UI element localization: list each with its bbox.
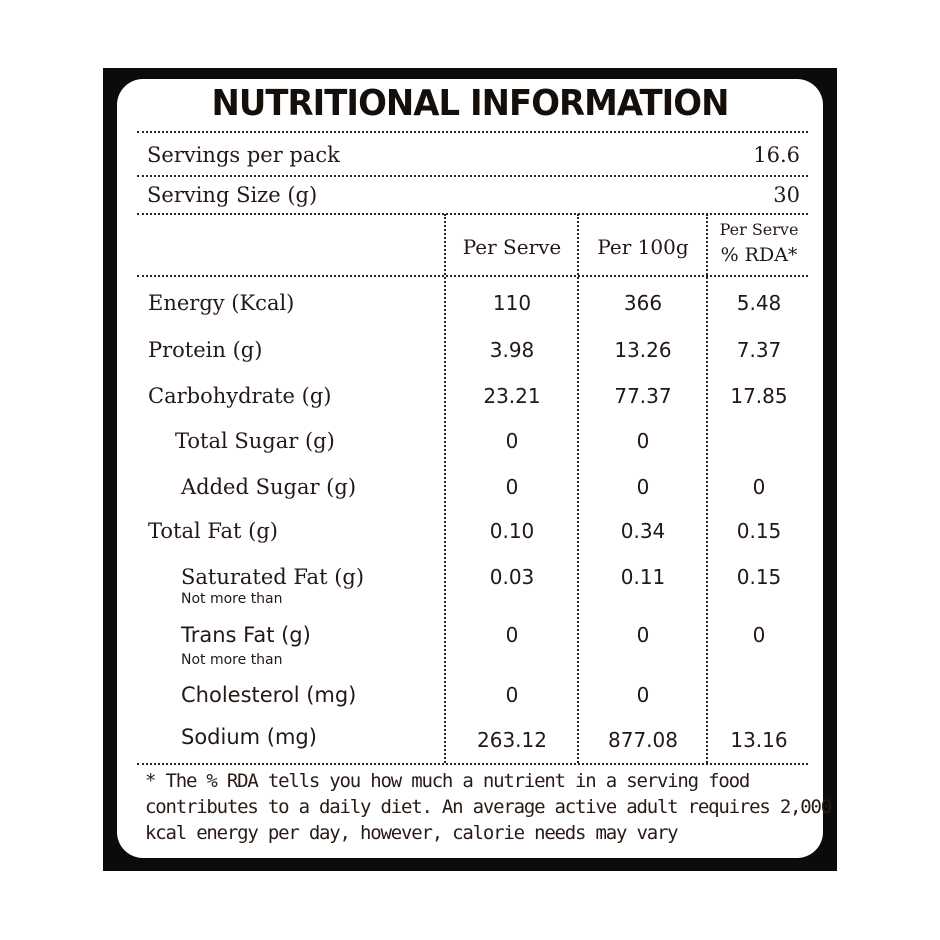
panel-title: NUTRITIONAL INFORMATION [211,83,729,124]
cell-protein-rda: 7.37 [736,338,782,362]
rda-footnote: * The % RDA tells you how much a nutrien… [145,768,832,846]
column-divider-3 [706,214,708,763]
row-label-saturated-fat: Saturated Fat (g) [181,565,365,589]
cell-total-sugar-per-serve: 0 [505,429,519,453]
cell-sodium-rda: 13.16 [730,728,788,752]
footnote-line-1: * The % RDA tells you how much a nutrien… [145,770,750,792]
cell-total-fat-rda: 0.15 [736,519,782,543]
cell-saturated-fat-rda: 0.15 [736,565,782,589]
cell-total-fat-per-100g: 0.34 [620,519,666,543]
cell-protein-per-100g: 13.26 [614,338,672,362]
cell-cholesterol-per-serve: 0 [505,683,519,707]
cell-sodium-per-100g: 877.08 [608,728,678,752]
column-divider-1 [444,214,446,763]
row-note-trans-fat: Not more than [181,652,283,668]
footnote-line-2: contributes to a daily diet. An average … [145,796,832,818]
column-divider-2 [577,214,579,763]
cell-carbohydrate-per-serve: 23.21 [483,384,541,408]
cell-trans-fat-per-serve: 0 [505,623,519,647]
serving-size-value: 30 [773,183,800,207]
cell-total-sugar-per-100g: 0 [636,429,650,453]
cell-added-sugar-per-100g: 0 [636,475,650,499]
cell-sodium-per-serve: 263.12 [477,728,547,752]
cell-energy-per-serve: 110 [492,291,532,315]
cell-added-sugar-rda: 0 [752,475,766,499]
cell-carbohydrate-per-100g: 77.37 [614,384,672,408]
row-label-carbohydrate: Carbohydrate (g) [148,384,332,408]
footnote-line-3: kcal energy per day, however, calorie ne… [145,822,679,844]
cell-added-sugar-per-serve: 0 [505,475,519,499]
row-label-cholesterol: Cholesterol (mg) [181,683,357,707]
divider-bottom [137,763,808,765]
divider-top [137,131,808,133]
row-label-sodium: Sodium (mg) [181,725,317,749]
cell-carbohydrate-rda: 17.85 [730,384,788,408]
row-label-trans-fat: Trans Fat (g) [181,623,311,647]
cell-energy-per-100g: 366 [623,291,663,315]
row-label-total-sugar: Total Sugar (g) [175,429,335,453]
column-header-rda-line1: Per Serve [719,220,799,239]
column-header-per-serve: Per Serve [462,235,562,259]
row-label-protein: Protein (g) [148,338,263,362]
cell-total-fat-per-serve: 0.10 [489,519,535,543]
column-header-per-100g: Per 100g [597,235,689,259]
divider-servings [137,175,808,177]
cell-cholesterol-per-100g: 0 [636,683,650,707]
cell-trans-fat-per-100g: 0 [636,623,650,647]
row-label-added-sugar: Added Sugar (g) [181,475,357,499]
servings-per-pack-value: 16.6 [753,143,800,167]
serving-size-label: Serving Size (g) [147,183,318,207]
column-header-rda-line2: % RDA* [720,244,798,266]
cell-saturated-fat-per-serve: 0.03 [489,565,535,589]
cell-protein-per-serve: 3.98 [489,338,535,362]
cell-saturated-fat-per-100g: 0.11 [620,565,666,589]
row-note-saturated-fat: Not more than [181,591,283,607]
cell-trans-fat-rda: 0 [752,623,766,647]
divider-serving-size [137,213,808,215]
servings-per-pack-label: Servings per pack [147,143,340,167]
nutrition-panel [117,79,823,858]
row-label-total-fat: Total Fat (g) [148,519,278,543]
row-label-energy: Energy (Kcal) [148,291,295,315]
cell-energy-rda: 5.48 [736,291,782,315]
divider-header [137,275,808,277]
